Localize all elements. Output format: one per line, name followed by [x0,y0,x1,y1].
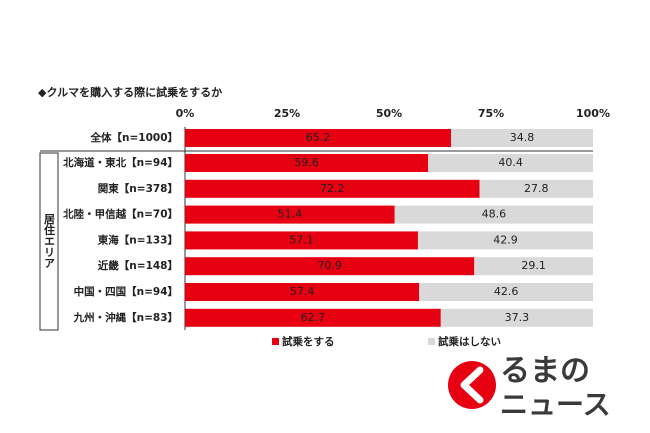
bar-segment [185,179,480,198]
value-label: 59.6 [294,156,319,169]
y-tick-label: 関東【n=378】 [98,182,178,195]
bar-segment [185,257,475,276]
bar-segment [428,154,593,172]
value-label: 34.8 [510,131,535,144]
value-label: 42.9 [493,233,518,246]
bar-segment [394,205,593,224]
value-label: 57.1 [289,233,314,246]
y-tick-label: 九州・沖縄【n=83】 [73,311,178,324]
value-label: 62.7 [301,311,326,324]
value-label: 65.2 [306,131,331,144]
y-tick-label: 全体【n=1000】 [90,131,179,144]
x-tick-label: 100% [576,107,610,120]
legend-label: 試乗をする [282,335,335,348]
logo-icon [448,361,496,409]
bar-segment [417,231,593,250]
value-label: 72.2 [320,182,345,195]
bar-segment [419,283,593,301]
value-label: 48.6 [482,208,507,221]
x-tick-label: 25% [274,107,300,120]
bar-segment [479,179,593,198]
bar-segment [185,231,418,250]
y-tick-label: 東海【n=133】 [98,233,178,246]
y-tick-label: 北陸・甲信越【n=70】 [63,208,178,221]
group-box [39,152,59,331]
bar-segment [474,257,593,276]
value-label: 37.3 [505,311,530,324]
legend-label: 試乗はしない [438,335,501,348]
logo-text: るまの [500,354,590,389]
value-label: 27.8 [524,182,549,195]
y-tick-label: 北海道・東北【n=94】 [63,156,178,169]
value-label: 51.4 [278,208,303,221]
bar-segment [440,308,593,327]
bar-segment [185,205,395,224]
chart-title: ◆クルマを購入する際に試乗をするか [38,85,222,99]
value-label: 29.1 [521,259,546,272]
bar-segment [451,129,593,147]
bar-segment [185,129,452,147]
y-tick-label: 中国・四国【n=94】 [74,285,178,298]
value-label: 42.6 [494,285,519,298]
value-label: 57.4 [290,285,315,298]
logo-chevron [460,366,484,404]
group-label: 居住エリア [43,213,56,268]
logo: るまの ニュース [448,354,611,421]
bar-segment [185,154,429,172]
x-tick-label: 0% [176,107,195,120]
logo-text: ニュース [500,388,611,421]
x-tick-label: 75% [478,107,504,120]
bar-segment [185,308,441,327]
value-label: 40.4 [498,156,523,169]
bar-segment [185,283,420,301]
legend-swatch [272,338,279,345]
y-tick-label: 近畿【n=148】 [98,259,178,272]
value-label: 70.9 [317,259,342,272]
x-tick-label: 50% [376,107,402,120]
legend-swatch [428,338,435,345]
